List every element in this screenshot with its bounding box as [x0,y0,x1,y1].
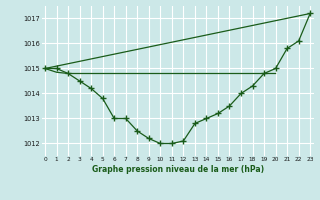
X-axis label: Graphe pression niveau de la mer (hPa): Graphe pression niveau de la mer (hPa) [92,165,264,174]
